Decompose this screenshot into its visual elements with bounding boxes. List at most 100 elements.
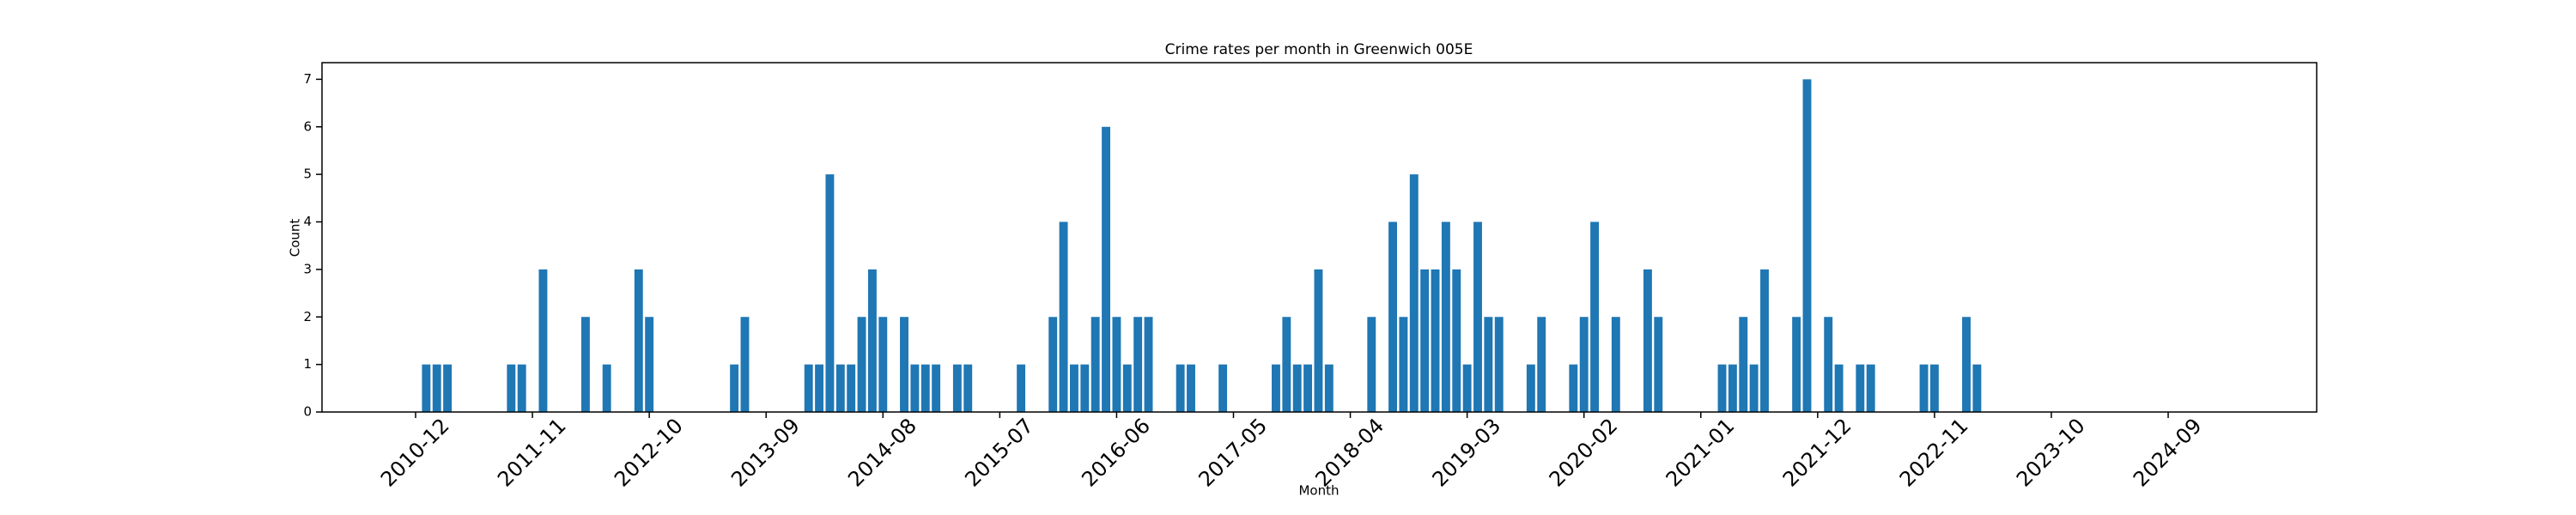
bar [443,364,453,412]
bar [1441,221,1450,412]
bar [1272,364,1280,412]
bar [1717,364,1727,412]
bar [1579,317,1589,412]
bar [1218,364,1228,412]
bar [1473,221,1482,412]
bar [1091,317,1100,412]
y-tick-label: 6 [303,118,312,134]
x-tick-label: 2012-10 [610,414,688,492]
bar [1048,317,1058,412]
bar [1122,364,1132,412]
y-tick-label: 2 [303,309,312,324]
bar [634,269,643,412]
bar [538,269,548,412]
y-tick-label: 4 [303,214,312,229]
bar [1569,364,1578,412]
bar [1643,269,1652,412]
bar [1102,126,1110,412]
bar [1303,364,1313,412]
y-tick-label: 3 [303,261,312,276]
x-tick-label: 2022-11 [1895,414,1973,492]
bar [867,269,877,412]
bar [1399,317,1408,412]
bar [1802,79,1812,412]
bar [1749,364,1759,412]
bar [1324,364,1334,412]
bar [1187,364,1195,412]
bar [730,364,739,412]
bar [1059,221,1068,412]
x-tick-label: 2017-05 [1194,414,1272,492]
y-tick-label: 0 [303,404,312,420]
bar [1792,317,1801,412]
bar [910,364,920,412]
y-axis-label: Count [288,219,303,258]
bar [432,364,441,412]
bar [1017,364,1026,412]
x-tick-label: 2021-12 [1778,414,1856,492]
bar [1856,364,1865,412]
bar [1431,269,1440,412]
bar [1929,364,1939,412]
bar [1866,364,1875,412]
bar [1760,269,1769,412]
x-axis-label: Month [1298,483,1339,499]
bar [1537,317,1546,412]
bar [517,364,526,412]
y-tick-label: 5 [303,167,312,182]
x-tick-label: 2015-07 [960,414,1038,492]
bar [1409,174,1419,412]
bar [1462,364,1472,412]
x-tick-label: 2019-03 [1428,414,1506,492]
x-tick-label: 2014-08 [843,414,921,492]
y-tick-label: 1 [303,356,312,372]
bar [645,317,654,412]
x-tick-label: 2021-01 [1662,414,1740,492]
bar [1590,221,1600,412]
x-tick-label: 2010-12 [376,414,454,492]
x-tick-label: 2018-04 [1310,414,1388,492]
bar [1919,364,1929,412]
bar [1962,317,1971,412]
bar [920,364,930,412]
bar [835,364,845,412]
bar [1824,317,1833,412]
bar [1611,317,1620,412]
bar [1452,269,1461,412]
x-tick-label: 2013-09 [726,414,805,492]
bar [1314,269,1323,412]
bar [1112,317,1121,412]
bar [1388,221,1397,412]
bar [857,317,866,412]
bar [1292,364,1302,412]
bar [1728,364,1737,412]
bar [507,364,516,412]
bar [1526,364,1535,412]
bar [1654,317,1663,412]
plot-frame [321,62,2318,413]
bar [1144,317,1153,412]
bar [602,364,611,412]
bar [580,317,590,412]
bar [1367,317,1376,412]
bar [963,364,973,412]
x-tick-label: 2024-09 [2129,414,2207,492]
bar [1972,364,1982,412]
x-tick-label: 2020-02 [1545,414,1623,492]
bar [804,364,813,412]
bar [878,317,888,412]
chart-title: Crime rates per month in Greenwich 005E [1165,41,1473,58]
y-tick-label: 7 [303,71,312,87]
bar [1420,269,1430,412]
bar [1069,364,1078,412]
bar [1282,317,1291,412]
bar [1080,364,1090,412]
bar [1176,364,1185,412]
x-tick-label: 2016-06 [1077,414,1155,492]
bar [847,364,856,412]
bar [900,317,908,412]
bar [815,364,824,412]
x-tick-label: 2011-11 [493,414,571,492]
